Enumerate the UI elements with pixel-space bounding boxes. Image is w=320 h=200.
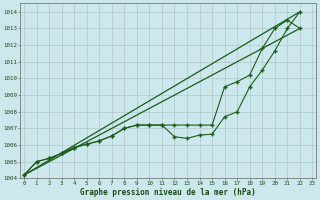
X-axis label: Graphe pression niveau de la mer (hPa): Graphe pression niveau de la mer (hPa)	[80, 188, 256, 197]
